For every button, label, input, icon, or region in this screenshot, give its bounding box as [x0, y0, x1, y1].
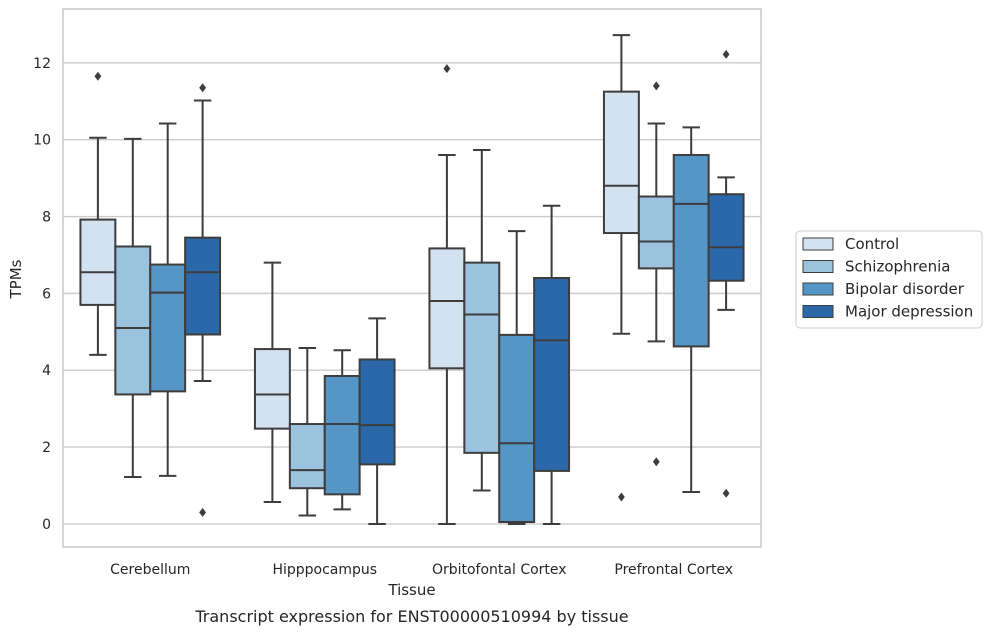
box-body [149, 263, 187, 393]
box-2-2 [498, 230, 536, 525]
box-3-2 [672, 126, 710, 494]
box-body [323, 374, 361, 496]
outlier-marker [94, 71, 102, 81]
legend-swatch [802, 282, 834, 296]
box-3-3 [707, 49, 745, 498]
x-axis-label: Tissue [387, 581, 435, 599]
plot-area [79, 34, 745, 525]
y-tick-label: 4 [42, 363, 51, 379]
legend-label: Control [845, 235, 899, 253]
box-2-1 [463, 149, 501, 492]
x-axis-ticks: Cerebellum Hipppocampus Orbitofontal Corte… [110, 562, 733, 578]
box-3-0 [602, 34, 640, 502]
box-body [184, 236, 222, 336]
box-body [114, 245, 152, 396]
plot-frame [62, 8, 762, 548]
box-body [253, 348, 291, 430]
box-0-2 [149, 122, 187, 477]
outlier-marker [618, 492, 625, 502]
outlier-marker [722, 49, 730, 59]
box-1-3 [358, 317, 396, 525]
outlier-marker [199, 83, 206, 93]
box-1-2 [323, 349, 361, 511]
box-0-1 [114, 137, 152, 479]
box-0-0 [79, 71, 117, 356]
y-axis-label: TPMs [7, 259, 25, 299]
outlier-marker [722, 488, 730, 498]
box-body [288, 423, 326, 490]
box-1-1 [288, 346, 326, 517]
x-tick-label: Prefrontal Cortex [614, 562, 733, 578]
x-tick-label: Cerebellum [110, 562, 190, 578]
outlier-marker [652, 457, 660, 467]
legend-swatch [802, 260, 834, 273]
box-body [637, 195, 675, 270]
x-tick-label: Orbitofontal Cortex [432, 562, 567, 578]
box-body [533, 277, 571, 472]
figure-caption: Transcript expression for ENST0000051099… [194, 607, 628, 626]
y-axis-ticks: 0 2 4 6 8 10 12 [33, 56, 51, 533]
box-body [707, 193, 745, 282]
legend-label: Major depression [845, 303, 973, 321]
legend-swatch [802, 237, 834, 251]
box-body [79, 218, 117, 306]
box-2-3 [533, 204, 571, 525]
box-1-0 [253, 261, 291, 504]
y-tick-label: 8 [42, 210, 51, 226]
box-body [428, 247, 466, 370]
legend-label: Bipolar disorder [845, 280, 965, 298]
legend-frame [795, 230, 983, 329]
x-tick-label: Hipppocampus [272, 562, 377, 578]
y-tick-label: 0 [42, 517, 51, 533]
y-tick-label: 10 [33, 133, 51, 149]
box-body [498, 333, 536, 524]
box-body [672, 154, 710, 348]
y-tick-label: 6 [42, 286, 51, 302]
box-body [602, 90, 640, 235]
box-body [463, 261, 501, 454]
outlier-marker [199, 507, 206, 517]
y-tick-label: 12 [33, 56, 51, 72]
box-body [358, 358, 396, 466]
outlier-marker [443, 64, 451, 74]
legend: Control Schizophrenia Bipolar disorder Majo… [795, 230, 983, 329]
legend-swatch [802, 305, 834, 318]
box-0-3 [184, 83, 222, 517]
box-2-0 [428, 64, 466, 525]
y-tick-label: 2 [42, 440, 51, 456]
outlier-marker [652, 81, 660, 91]
legend-label: Schizophrenia [845, 258, 950, 276]
